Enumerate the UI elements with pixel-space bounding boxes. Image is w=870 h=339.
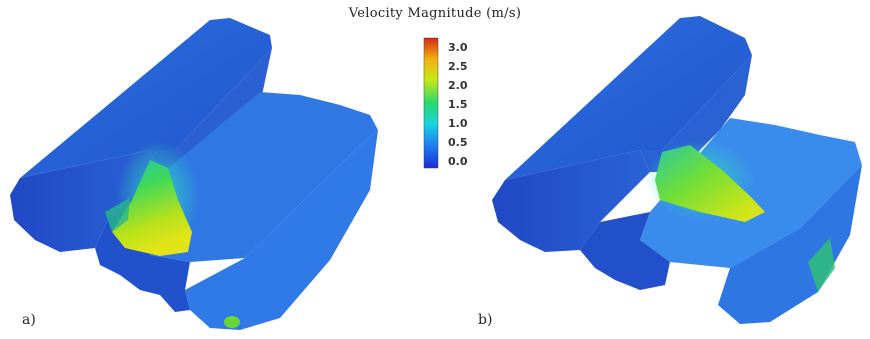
panel-b-left-block-top xyxy=(505,16,752,180)
panel-a-right-block-top xyxy=(150,92,378,262)
colorbar-tick-3-0: 3.0 xyxy=(448,41,468,54)
colorbar-tick-0-0: 0.0 xyxy=(448,155,468,168)
panel-a-jet-plume xyxy=(112,160,192,256)
panel-a-model xyxy=(10,18,378,330)
panel-b-label: b) xyxy=(478,312,493,328)
panel-b-jet-plume xyxy=(655,145,765,222)
panel-a-right-block-side xyxy=(185,130,378,330)
panel-b-lower-edge xyxy=(580,212,670,290)
panel-b-left-block-side xyxy=(492,150,650,252)
panel-a-jet-edge xyxy=(105,198,130,232)
colorbar-tick-2-5: 2.5 xyxy=(448,60,468,73)
panel-a-left-block-top xyxy=(20,18,272,178)
colorbar-tick-0-5: 0.5 xyxy=(448,136,468,149)
colorbar-tick-1-0: 1.0 xyxy=(448,117,468,130)
colorbar-tick-2-0: 2.0 xyxy=(448,79,468,92)
colorbar xyxy=(423,37,439,169)
panel-a-label: a) xyxy=(22,312,36,328)
colorbar-title: Velocity Magnitude (m/s) xyxy=(348,6,522,21)
colorbar-tick-1-5: 1.5 xyxy=(448,98,468,111)
panel-a-bottom-hotspot xyxy=(224,316,240,328)
panel-b-model xyxy=(492,16,862,324)
panel-b-side-hotspot xyxy=(808,238,835,292)
panel-b-right-block-side xyxy=(718,165,862,324)
